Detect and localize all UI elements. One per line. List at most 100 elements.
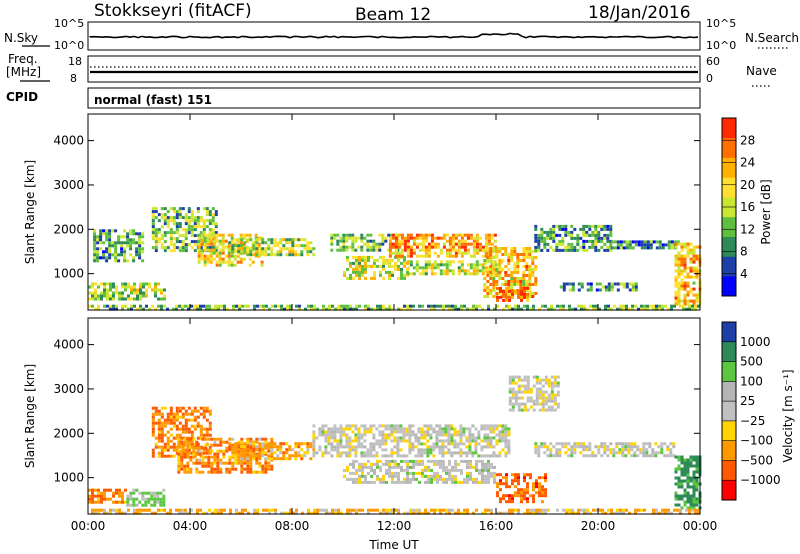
- heatmap-cell: [235, 508, 238, 512]
- heatmap-cell: [227, 263, 231, 267]
- heatmap-cell: [517, 482, 520, 486]
- heatmap-cell: [619, 307, 622, 311]
- heatmap-cell: [157, 424, 161, 428]
- heatmap-cell: [232, 304, 235, 308]
- heatmap-cell: [505, 479, 508, 483]
- heatmap-cell: [517, 508, 520, 512]
- heatmap-cell: [258, 445, 262, 449]
- heatmap-cell: [499, 497, 502, 501]
- colorbar-tick-label: 1000: [740, 335, 771, 349]
- heatmap-cell: [154, 237, 158, 241]
- heatmap-cell: [686, 473, 690, 477]
- heatmap-cell: [334, 511, 337, 515]
- heatmap-cell: [667, 240, 671, 244]
- heatmap-cell: [132, 256, 136, 260]
- heatmap-cell: [355, 261, 358, 265]
- heatmap-cell: [531, 262, 535, 265]
- heatmap-cell: [91, 285, 94, 289]
- heatmap-cell: [93, 250, 97, 254]
- heatmap-cell: [234, 451, 238, 455]
- heatmap-cell: [601, 285, 605, 289]
- heatmap-cell: [459, 448, 463, 452]
- heatmap-cell: [199, 225, 203, 229]
- heatmap-cell: [245, 233, 249, 237]
- heatmap-cell: [205, 304, 208, 308]
- heatmap-cell: [208, 222, 212, 226]
- heatmap-cell: [396, 445, 400, 449]
- heatmap-cell: [454, 233, 458, 237]
- heatmap-cell: [412, 462, 415, 466]
- heatmap-cell: [442, 477, 445, 481]
- heatmap-cell: [508, 500, 511, 504]
- heatmap-cell: [664, 243, 668, 247]
- heatmap-cell: [91, 297, 94, 301]
- heatmap-cell: [448, 236, 452, 240]
- heatmap-cell: [591, 233, 595, 237]
- heatmap-cell: [400, 261, 403, 265]
- heatmap-cell: [390, 430, 394, 434]
- heatmap-cell: [388, 270, 391, 274]
- heatmap-cell: [211, 222, 215, 226]
- heatmap-cell: [444, 439, 448, 443]
- heatmap-cell: [573, 227, 577, 231]
- heatmap-cell: [493, 307, 496, 311]
- heatmap-cell: [507, 430, 511, 434]
- heatmap-cell: [532, 307, 535, 311]
- heatmap-cell: [504, 250, 508, 253]
- heatmap-cell: [692, 500, 696, 504]
- heatmap-cell: [199, 424, 203, 428]
- heatmap-cell: [388, 462, 391, 466]
- heatmap-cell: [613, 304, 616, 308]
- heatmap-cell: [421, 269, 425, 273]
- heatmap-cell: [156, 494, 160, 498]
- heatmap-cell: [270, 445, 274, 449]
- heatmap-cell: [676, 240, 680, 244]
- heatmap-cell: [534, 236, 538, 240]
- heatmap-cell: [393, 427, 397, 431]
- heatmap-cell: [695, 503, 699, 507]
- heatmap-cell: [550, 375, 554, 379]
- heatmap-cell: [543, 451, 547, 455]
- heatmap-cell: [517, 491, 520, 495]
- heatmap-cell: [549, 230, 553, 234]
- heatmap-cell: [505, 286, 508, 290]
- heatmap-cell: [522, 253, 526, 256]
- heatmap-cell: [582, 248, 586, 252]
- heatmap-cell: [202, 427, 206, 431]
- heatmap-cell: [369, 245, 373, 249]
- heatmap-cell: [448, 269, 452, 273]
- heatmap-cell: [239, 233, 243, 237]
- heatmap-cell: [444, 445, 448, 449]
- heatmap-cell: [544, 396, 548, 400]
- heatmap-cell: [373, 508, 376, 512]
- heatmap-cell: [409, 477, 412, 481]
- heatmap-cell: [163, 288, 166, 292]
- heatmap-cell: [600, 236, 604, 240]
- heatmap-cell: [373, 258, 376, 262]
- heatmap-cell: [210, 470, 214, 474]
- heatmap-cell: [151, 424, 155, 428]
- heatmap-cell: [499, 473, 502, 477]
- heatmap-cell: [606, 248, 610, 252]
- heatmap-cell: [460, 245, 464, 249]
- heatmap-cell: [670, 240, 674, 244]
- heatmap-cell: [175, 412, 179, 416]
- heatmap-cell: [261, 238, 265, 242]
- heatmap-cell: [230, 260, 234, 264]
- heatmap-cell: [136, 288, 139, 292]
- heatmap-cell: [618, 448, 622, 452]
- heatmap-cell: [352, 465, 355, 469]
- heatmap-cell: [658, 304, 661, 308]
- heatmap-cell: [215, 233, 219, 237]
- heatmap-cell: [409, 304, 412, 308]
- heatmap-cell: [190, 246, 194, 250]
- heatmap-cell: [190, 228, 194, 232]
- heatmap-cell: [157, 231, 161, 235]
- heatmap-cell: [151, 288, 154, 292]
- heatmap-cell: [195, 467, 199, 471]
- heatmap-cell: [243, 461, 247, 465]
- heatmap-cell: [528, 253, 532, 256]
- heatmap-cell: [378, 245, 382, 249]
- heatmap-cell: [686, 248, 690, 252]
